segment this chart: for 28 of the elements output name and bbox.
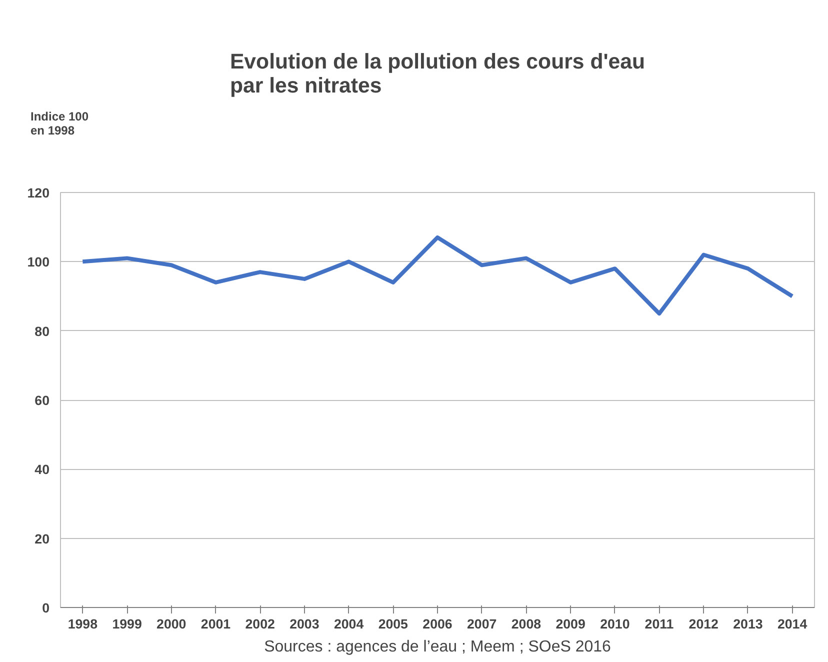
- y-tick-label: 80: [34, 324, 50, 339]
- x-tick-label: 2010: [600, 616, 630, 632]
- y-tick-label: 0: [42, 600, 50, 616]
- y-axis-title: Indice 100 en 1998: [30, 110, 89, 138]
- x-tick-label: 2008: [511, 616, 542, 632]
- x-tick-label: 2014: [778, 616, 808, 632]
- y-tick-label: 40: [34, 462, 50, 478]
- y-tick-label: 20: [34, 531, 50, 546]
- x-tick-label: 2004: [334, 616, 364, 632]
- x-tick-label: 2007: [467, 616, 497, 632]
- x-tick-label: 2009: [556, 616, 586, 632]
- source-note: Sources : agences de l’eau ; Meem ; SOeS 2016: [264, 638, 612, 656]
- x-tick-label: 2003: [290, 616, 320, 632]
- y-tick-label: 60: [34, 393, 50, 408]
- y-tick-label: 100: [27, 254, 50, 270]
- x-tick-label: 2005: [378, 616, 409, 632]
- x-tick-label: 2006: [422, 616, 452, 632]
- x-tick-label: 2000: [156, 616, 186, 632]
- x-tick-label: 2002: [245, 616, 275, 632]
- x-tick-label: 2011: [644, 616, 674, 632]
- x-tick-label: 1999: [112, 616, 142, 632]
- x-tick-label: 1998: [68, 616, 98, 632]
- x-tick-label: 2001: [200, 616, 232, 632]
- chart-title: Evolution de la pollution des cours d'eau par les nitrates: [230, 50, 646, 98]
- y-tick-label: 120: [27, 186, 50, 200]
- line-series: [80, 235, 794, 316]
- x-tick-label: 2012: [688, 616, 718, 632]
- x-tick-label: 2013: [733, 616, 763, 632]
